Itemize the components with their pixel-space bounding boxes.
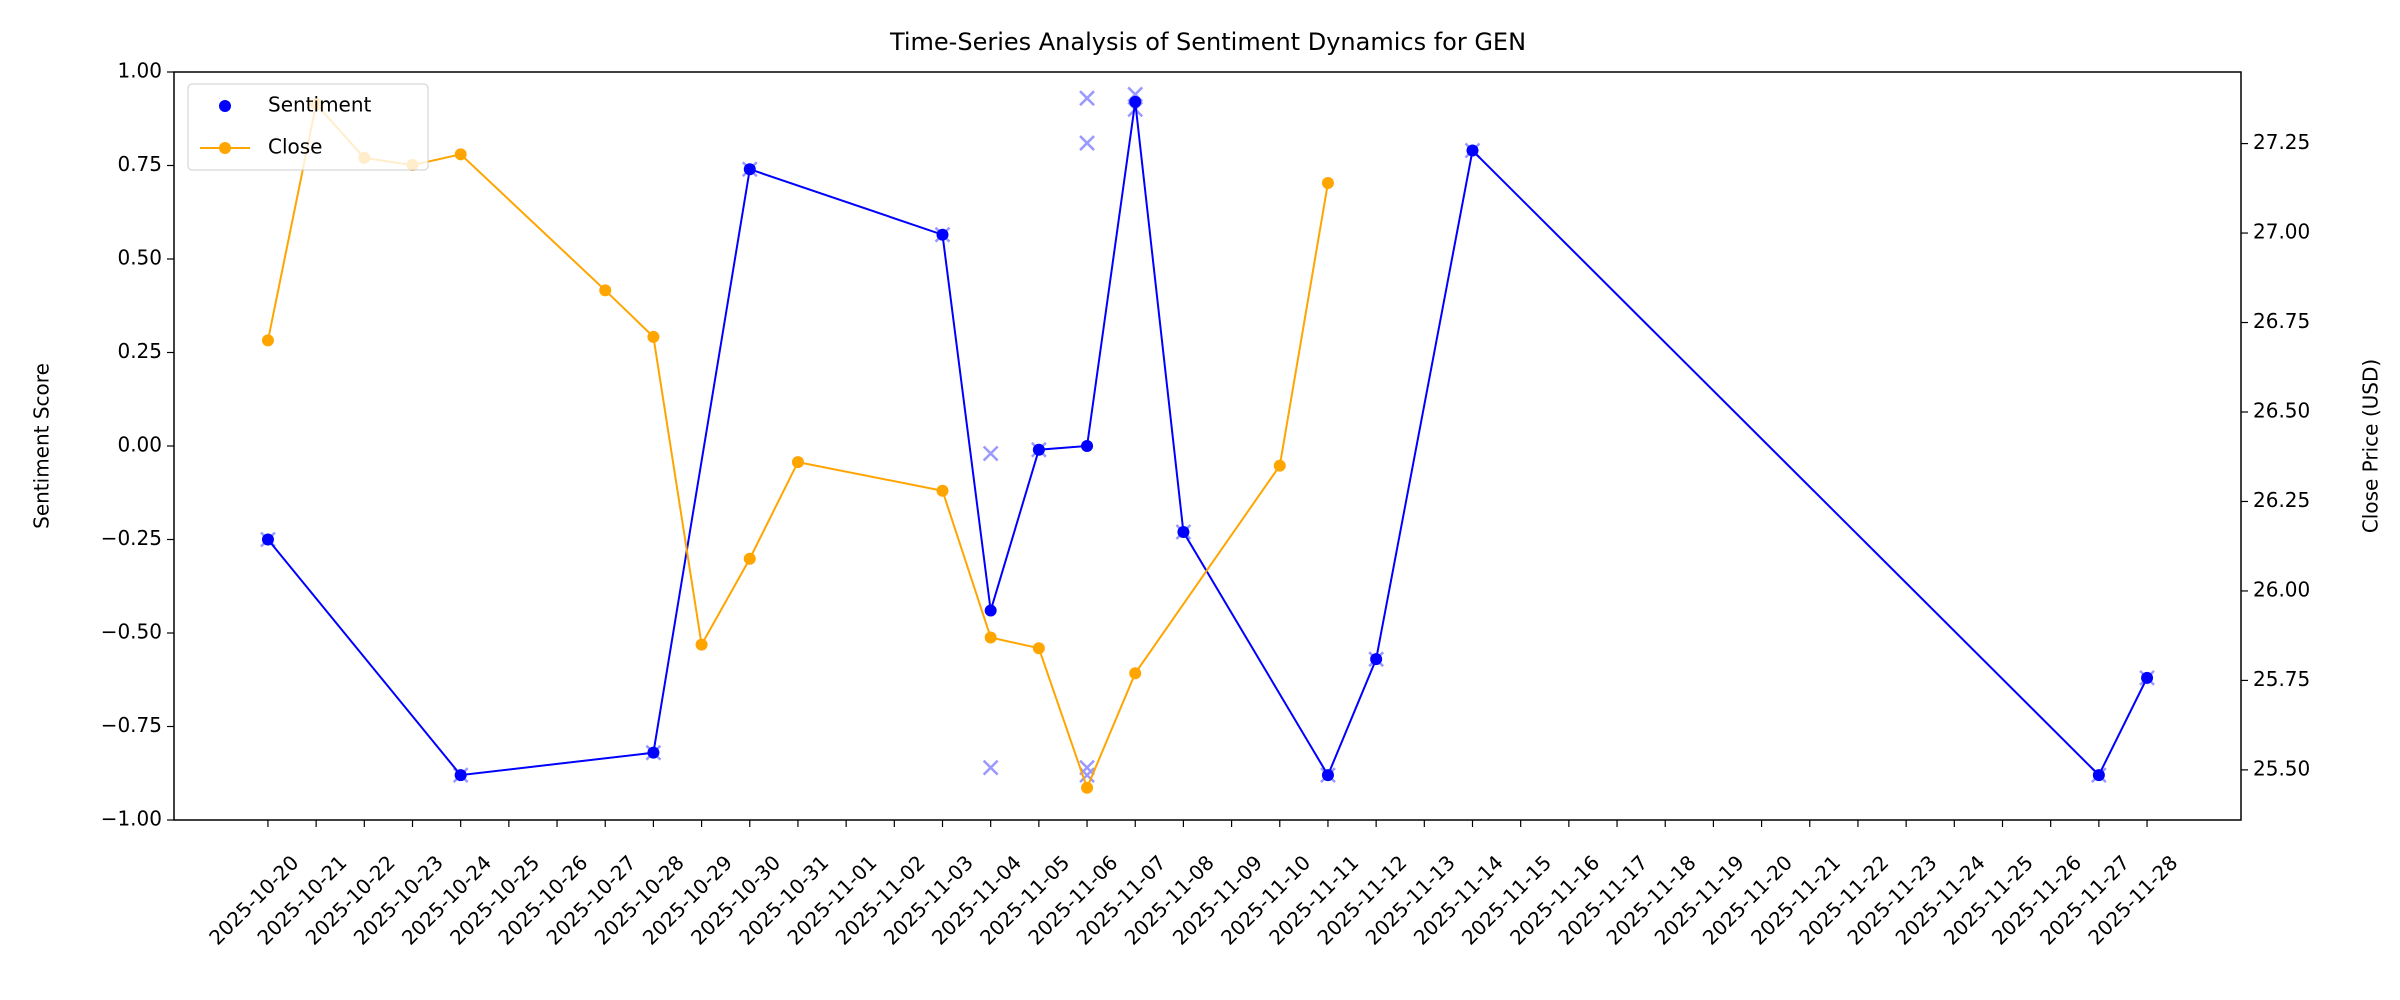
observation-marker [982,759,999,776]
series-marker [599,284,612,297]
series-marker [936,228,949,241]
y2-tick-label: 26.50 [2253,399,2310,423]
y-tick-label: 0.00 [117,433,162,457]
plot-frame [173,71,2242,821]
series-marker [743,552,756,565]
y-tick-label: 0.50 [117,246,162,270]
y2-tick-label: 26.00 [2253,577,2310,601]
y-tick-label: −0.75 [101,713,162,737]
y-tick-label: 0.75 [117,152,162,176]
series-marker [1032,443,1045,456]
series-marker [2092,769,2105,782]
series-marker [647,330,660,343]
series-marker [647,746,660,759]
y-axis-label: Sentiment Score [30,363,54,529]
y-tick-label: −1.00 [101,807,162,831]
series-marker [791,456,804,469]
y2-tick-label: 26.75 [2253,309,2310,333]
series-marker [1081,440,1094,452]
series-line [266,102,1329,791]
y-tick-label: 0.25 [117,339,162,363]
y2-tick-label: 26.25 [2253,488,2310,512]
series-marker [1466,144,1479,157]
series-marker [743,163,756,176]
series-marker [984,604,997,617]
series-marker [2141,671,2154,684]
series-marker [1321,769,1334,782]
series-marker [1370,653,1383,666]
y-tick-label: −0.25 [101,526,162,550]
observation-marker [982,445,999,462]
series-marker [454,148,467,161]
observation-marker [1079,767,1095,784]
series-marker [1273,459,1286,472]
series-marker [984,631,997,644]
series-marker [1081,781,1094,794]
series-marker [261,533,274,546]
y2-tick-label: 25.75 [2253,667,2310,691]
series-marker [1321,176,1334,189]
series-marker [695,638,708,651]
y-tick-label: 1.00 [117,59,162,83]
y2-tick-label: 27.00 [2253,220,2310,244]
y2-axis-label: Close Price (USD) [2359,359,2383,533]
legend-label: Sentiment [268,93,372,117]
series-marker [936,484,949,497]
y2-tick-label: 27.25 [2253,130,2310,154]
observation-marker [1079,135,1095,151]
series-line [267,101,2148,778]
legend-label: Close [268,135,322,159]
series-marker [1129,667,1142,680]
series-marker [454,769,467,782]
legend-marker [219,142,231,154]
y-tick-label: −0.50 [101,620,162,644]
series-marker [1032,642,1045,655]
series-marker [261,334,274,347]
y2-tick-label: 25.50 [2253,756,2310,780]
chart-title: Time-Series Analysis of Sentiment Dynami… [889,28,1526,56]
series-marker [1177,526,1190,539]
series-marker [1129,95,1142,108]
observation-marker [1079,90,1095,107]
legend-marker [219,100,231,112]
